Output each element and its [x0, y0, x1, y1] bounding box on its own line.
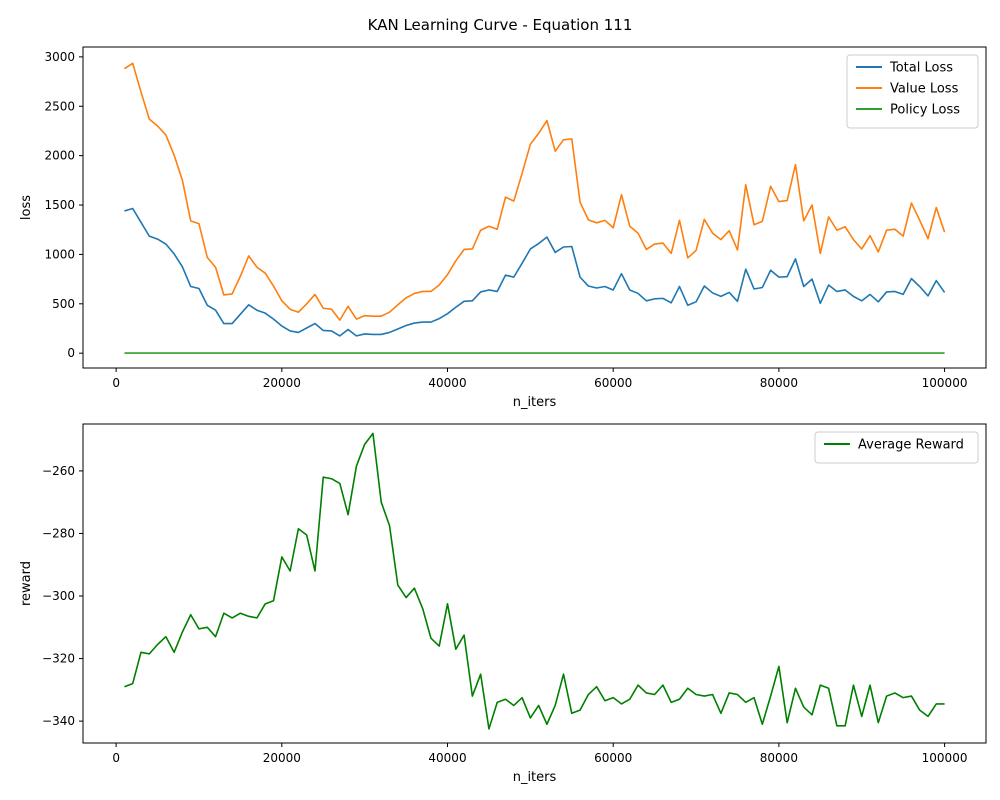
loss-y-tick-label: 2500	[44, 99, 75, 113]
loss-y-ticks: 0 500 1000 1500 2000 2500 3000	[44, 50, 83, 360]
loss-x-tick-label: 0	[112, 376, 120, 390]
legend-entry-total-loss: Total Loss	[889, 61, 953, 76]
loss-x-ticks: 0 20000 40000 60000 80000 100000	[112, 368, 967, 390]
loss-y-tick-label: 1500	[44, 198, 75, 212]
reward-x-axis-label: n_iters	[513, 770, 557, 785]
reward-x-ticks: 0 20000 40000 60000 80000 100000	[112, 743, 967, 765]
loss-panel: 0 20000 40000 60000 80000 100000 0 500 1000 1500…	[19, 46, 987, 410]
reward-panel: 0 20000 40000 60000 80000 100000 −340 −320 −300…	[19, 423, 987, 785]
loss-y-axis-label: loss	[19, 195, 34, 220]
reward-x-tick-label: 80000	[760, 751, 798, 765]
loss-x-tick-label: 20000	[263, 376, 301, 390]
reward-y-axis-label: reward	[19, 561, 34, 606]
loss-y-tick-label: 500	[52, 297, 75, 311]
reward-y-tick-label: −260	[42, 464, 75, 478]
legend-entry-policy-loss: Policy Loss	[890, 103, 960, 118]
legend-entry-average-reward: Average Reward	[858, 438, 964, 453]
reward-legend: Average Reward	[814, 431, 979, 464]
reward-y-tick-label: −280	[42, 526, 75, 540]
series-line-value-loss	[123, 62, 946, 321]
loss-x-tick-label: 60000	[594, 376, 632, 390]
loss-x-axis-label: n_iters	[513, 395, 557, 410]
reward-x-tick-label: 40000	[428, 751, 466, 765]
reward-series-lines	[124, 432, 945, 730]
loss-x-tick-label: 40000	[428, 376, 466, 390]
legend-entry-value-loss: Value Loss	[890, 82, 959, 97]
loss-y-tick-label: 0	[67, 346, 75, 360]
loss-x-tick-label: 100000	[922, 376, 968, 390]
loss-series-lines	[123, 62, 946, 354]
loss-y-tick-label: 2000	[44, 149, 75, 163]
reward-y-tick-label: −320	[42, 652, 75, 666]
loss-y-tick-label: 3000	[44, 50, 75, 64]
reward-x-tick-label: 100000	[922, 751, 968, 765]
reward-x-tick-label: 0	[112, 751, 120, 765]
reward-legend-box	[814, 431, 979, 464]
reward-y-tick-label: −300	[42, 589, 75, 603]
reward-plot-frame	[82, 423, 987, 744]
series-line-average-reward	[124, 432, 945, 730]
reward-y-ticks: −340 −320 −300 −280 −260	[42, 464, 83, 728]
reward-y-tick-label: −340	[42, 714, 75, 728]
loss-y-tick-label: 1000	[44, 247, 75, 261]
figure-title: KAN Learning Curve - Equation 111	[368, 16, 633, 34]
loss-legend: Total Loss Value Loss Policy Loss	[846, 54, 979, 129]
reward-x-tick-label: 60000	[594, 751, 632, 765]
reward-x-tick-label: 20000	[263, 751, 301, 765]
loss-x-tick-label: 80000	[760, 376, 798, 390]
loss-plot-frame	[82, 46, 987, 369]
series-line-total-loss	[124, 207, 946, 337]
